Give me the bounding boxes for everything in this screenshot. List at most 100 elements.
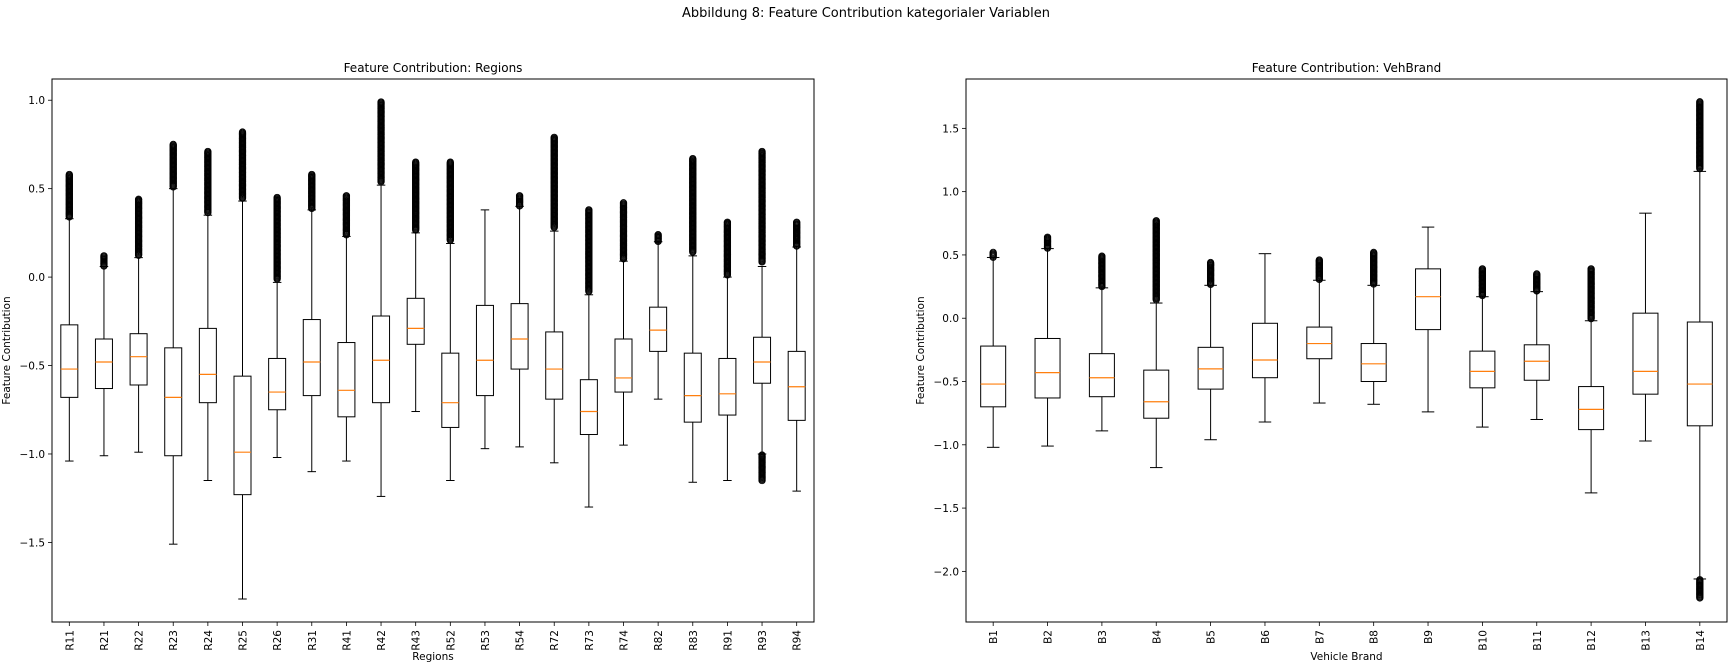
iqr-box (302, 319, 321, 397)
iqr-box (1415, 268, 1442, 331)
flier-point (65, 170, 73, 179)
regions-box-R41 (337, 192, 356, 462)
regions-box-R91 (718, 218, 737, 482)
flier-point (446, 158, 454, 166)
flier-point (1696, 594, 1704, 602)
fliers-high (550, 133, 558, 232)
fliers-high (619, 199, 628, 263)
vehbrand-xtick-label: B12 (1586, 630, 1598, 651)
regions-xtick-label: R73 (584, 630, 596, 651)
fliers-high (377, 98, 385, 186)
vehbrand-box-B9 (1415, 226, 1442, 413)
regions-box-R11 (60, 170, 79, 462)
flier-point (204, 147, 212, 156)
vehbrand-box-B12 (1578, 265, 1605, 494)
regions-xtick-label: R72 (549, 630, 561, 651)
iqr-box (94, 338, 113, 390)
iqr-box (1360, 343, 1387, 383)
regions-ylabel: Feature Contribution (1, 296, 13, 404)
regions-box-R93 (753, 147, 772, 485)
fliers-high (308, 170, 316, 213)
vehbrand-xtick-label: B8 (1369, 630, 1381, 644)
iqr-box (233, 375, 252, 496)
regions-xtick-label: R74 (619, 630, 631, 651)
flier-point (758, 147, 766, 156)
flier-point (1315, 256, 1323, 264)
regions-xtick-label: R43 (411, 630, 423, 651)
vehbrand-xtick-label: B6 (1260, 630, 1272, 644)
fliers-high (238, 128, 247, 202)
vehbrand-ytick-label: 1.0 (942, 187, 959, 199)
vehbrand-axes-frame (965, 78, 1728, 623)
iqr-box (475, 304, 494, 397)
iqr-box (164, 347, 183, 457)
fliers-high (1152, 217, 1160, 304)
vehbrand-box-B4 (1143, 217, 1170, 469)
flier-point (550, 133, 558, 142)
vehbrand-ytick-label: 1.5 (942, 123, 959, 135)
regions-ytick-label: 0.0 (28, 272, 45, 284)
vehbrand-xtick-label: B1 (988, 630, 1000, 644)
iqr-box (510, 303, 529, 370)
iqr-box (579, 379, 598, 436)
flier-point (342, 192, 351, 200)
vehbrand-xlabel: Vehicle Brand (1310, 651, 1382, 663)
regions-ytick-label: 1.0 (28, 95, 45, 107)
regions-ytick-label: −1.0 (20, 449, 46, 461)
vehbrand-title: Feature Contribution: VehBrand (1252, 61, 1442, 75)
iqr-box (1686, 321, 1713, 427)
vehbrand-box-B7 (1306, 256, 1333, 404)
vehbrand-xtick-label: B3 (1097, 630, 1109, 644)
iqr-box (1088, 353, 1115, 398)
fliers-high (1696, 98, 1704, 173)
regions-xtick-label: R42 (376, 630, 388, 651)
vehbrand-box-B11 (1523, 270, 1550, 420)
vehbrand-ytick-label: 0.5 (942, 250, 959, 262)
iqr-box (1034, 337, 1061, 399)
iqr-box (1578, 386, 1605, 431)
vehbrand-ytick-label: −1.0 (934, 440, 960, 452)
fliers-high (758, 147, 766, 266)
regions-xtick-label: R52 (445, 630, 457, 651)
iqr-box (1251, 322, 1278, 379)
flier-point (1696, 98, 1704, 106)
regions-box-R94 (787, 218, 806, 492)
vehbrand-ytick-label: −1.5 (934, 503, 960, 515)
iqr-box (337, 342, 356, 418)
regions-axes-frame (51, 78, 815, 623)
flier-point (654, 230, 662, 239)
vehbrand-ylabel: Feature Contribution (915, 296, 927, 404)
fliers-high (169, 140, 177, 191)
regions-xtick-label: R53 (480, 630, 492, 651)
iqr-box (1143, 369, 1170, 419)
flier-point (1206, 258, 1215, 267)
vehbrand-box-B14 (1686, 98, 1713, 602)
regions-box-R54 (510, 192, 529, 448)
flier-point (134, 195, 143, 203)
regions-xtick-label: R83 (688, 630, 700, 651)
fliers-high (273, 193, 281, 283)
regions-xlabel: Regions (412, 651, 453, 663)
regions-xtick-label: R24 (203, 630, 215, 651)
fliers-low (1696, 576, 1704, 602)
fliers-high (723, 218, 732, 279)
fliers-high (689, 154, 697, 256)
vehbrand-xtick-label: B7 (1314, 630, 1326, 644)
regions-xtick-label: R26 (272, 630, 284, 651)
regions-box-R82 (649, 230, 668, 400)
regions-box-R24 (198, 147, 217, 482)
fliers-high (793, 218, 801, 250)
vehbrand-ytick-label: 0.0 (942, 313, 959, 325)
regions-xtick-label: R91 (722, 630, 734, 651)
fliers-high (1315, 256, 1323, 284)
vehbrand-ytick-label: −2.0 (934, 566, 960, 578)
iqr-box (1306, 326, 1333, 360)
regions-xtick-label: R82 (653, 630, 665, 651)
fliers-high (1370, 248, 1378, 288)
regions-box-R42 (372, 98, 391, 497)
fliers-high (1043, 233, 1052, 252)
flier-point (793, 218, 801, 226)
regions-xtick-label: R25 (238, 630, 250, 651)
regions-box-R23 (164, 140, 183, 545)
